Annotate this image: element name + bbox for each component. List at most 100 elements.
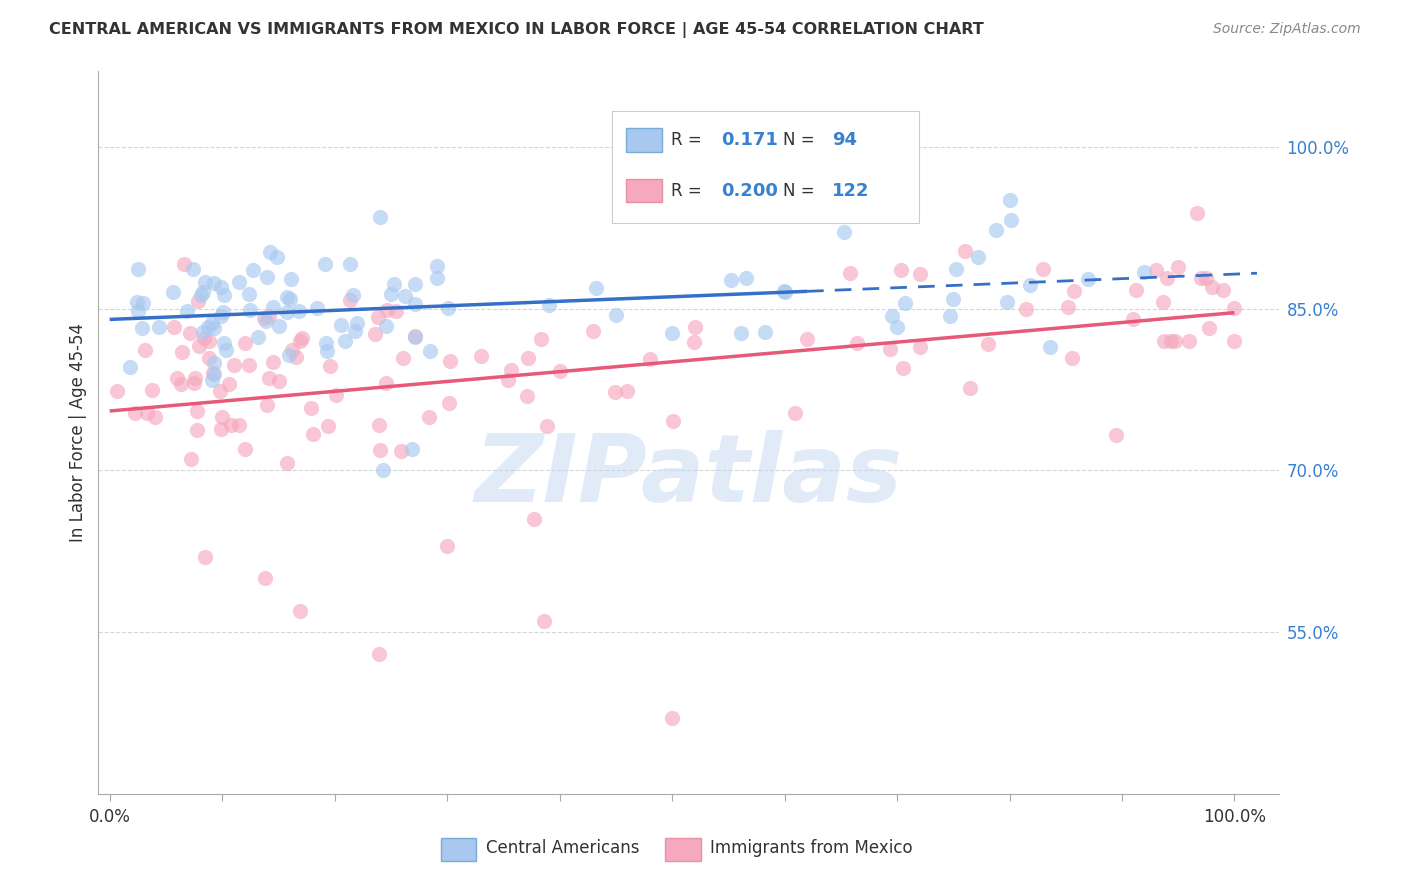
- Point: [242, 262, 264, 277]
- Point: [228, 275, 250, 289]
- Point: [211, 305, 233, 319]
- Point: [616, 384, 638, 398]
- Point: [530, 333, 553, 347]
- Point: [131, 296, 153, 310]
- Point: [439, 353, 461, 368]
- Point: [163, 319, 186, 334]
- Point: [201, 373, 224, 387]
- FancyBboxPatch shape: [665, 838, 700, 861]
- Point: [281, 343, 304, 358]
- Point: [186, 424, 208, 438]
- Point: [720, 273, 742, 287]
- Point: [548, 364, 571, 378]
- Point: [773, 285, 796, 300]
- Point: [367, 647, 389, 661]
- Point: [262, 301, 284, 315]
- Point: [184, 371, 207, 385]
- Point: [202, 356, 225, 370]
- Point: [832, 225, 855, 239]
- Point: [374, 376, 396, 390]
- Point: [1077, 272, 1099, 286]
- Point: [894, 296, 917, 310]
- Point: [404, 330, 426, 344]
- Point: [582, 324, 605, 338]
- Point: [329, 318, 352, 332]
- Text: Immigrants from Mexico: Immigrants from Mexico: [710, 839, 912, 857]
- Point: [278, 293, 301, 307]
- Point: [187, 293, 209, 308]
- Point: [1212, 283, 1234, 297]
- Point: [995, 294, 1018, 309]
- Point: [998, 193, 1021, 207]
- Point: [1178, 334, 1201, 348]
- Point: [170, 345, 193, 359]
- Point: [436, 539, 458, 553]
- Point: [683, 334, 706, 349]
- Point: [382, 277, 405, 291]
- Point: [201, 366, 224, 380]
- Point: [404, 329, 426, 343]
- Point: [316, 343, 339, 358]
- Point: [124, 406, 146, 420]
- Point: [209, 310, 232, 324]
- Point: [191, 326, 214, 340]
- Point: [499, 363, 522, 377]
- Point: [333, 334, 356, 348]
- Point: [1153, 334, 1175, 348]
- Point: [316, 418, 339, 433]
- Point: [315, 336, 337, 351]
- Point: [879, 342, 901, 356]
- Point: [605, 309, 627, 323]
- Point: [910, 267, 932, 281]
- Point: [891, 361, 914, 376]
- Point: [785, 406, 807, 420]
- Point: [197, 334, 219, 349]
- Point: [215, 343, 238, 357]
- Text: R =: R =: [671, 182, 707, 200]
- Point: [262, 354, 284, 368]
- Point: [186, 404, 208, 418]
- FancyBboxPatch shape: [626, 128, 662, 152]
- Point: [605, 385, 627, 400]
- Point: [384, 303, 406, 318]
- Point: [319, 359, 342, 373]
- Point: [1000, 212, 1022, 227]
- Point: [193, 285, 215, 300]
- Point: [201, 316, 224, 330]
- Point: [890, 263, 912, 277]
- Point: [419, 344, 441, 359]
- Point: [179, 326, 201, 341]
- Point: [367, 310, 389, 324]
- Point: [197, 320, 219, 334]
- Point: [942, 293, 965, 307]
- Point: [342, 288, 364, 302]
- Point: [846, 336, 869, 351]
- Point: [267, 318, 290, 333]
- Point: [1223, 301, 1246, 315]
- Text: 122: 122: [832, 182, 869, 200]
- Point: [228, 417, 250, 432]
- Point: [256, 398, 278, 412]
- Point: [194, 275, 217, 289]
- Point: [1063, 284, 1085, 298]
- Point: [143, 409, 166, 424]
- Point: [202, 367, 225, 381]
- Point: [1039, 340, 1062, 354]
- Point: [257, 309, 280, 323]
- Point: [276, 305, 298, 319]
- Point: [218, 376, 240, 391]
- Point: [266, 250, 288, 264]
- Point: [239, 302, 262, 317]
- Point: [131, 321, 153, 335]
- Point: [437, 301, 460, 316]
- Point: [181, 261, 204, 276]
- Point: [276, 456, 298, 470]
- Text: N =: N =: [783, 131, 820, 149]
- Point: [374, 319, 396, 334]
- Point: [496, 373, 519, 387]
- Point: [162, 285, 184, 300]
- Point: [287, 304, 309, 318]
- Point: [516, 389, 538, 403]
- Point: [1195, 271, 1218, 285]
- Text: 94: 94: [832, 131, 856, 149]
